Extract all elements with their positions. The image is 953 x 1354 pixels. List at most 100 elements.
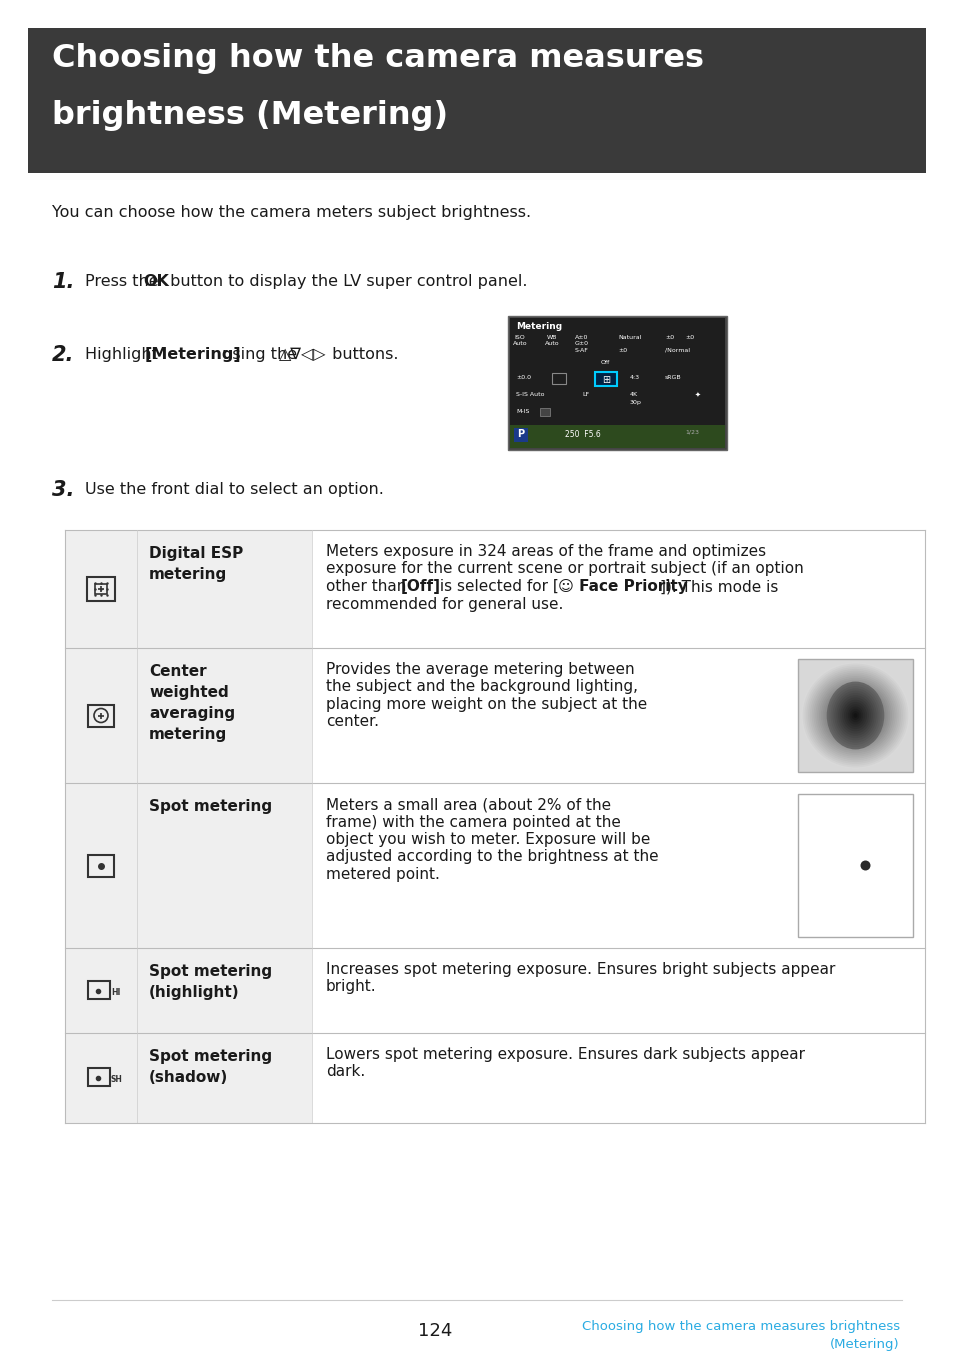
Text: Use the front dial to select an option.: Use the front dial to select an option.: [85, 482, 383, 497]
Text: frame) with the camera pointed at the: frame) with the camera pointed at the: [326, 815, 620, 830]
Text: Choosing how the camera measures: Choosing how the camera measures: [52, 43, 703, 74]
Text: [Metering]: [Metering]: [145, 347, 241, 362]
Text: Provides the average metering between: Provides the average metering between: [326, 662, 634, 677]
Bar: [65, 529, 312, 649]
Ellipse shape: [815, 676, 895, 756]
Bar: [88, 854, 113, 876]
Text: WB
Auto: WB Auto: [544, 334, 558, 345]
Text: S-AF: S-AF: [575, 348, 588, 353]
Text: using the: using the: [216, 347, 302, 362]
Ellipse shape: [821, 684, 887, 747]
Ellipse shape: [829, 691, 880, 741]
Text: is selected for [: is selected for [: [435, 580, 558, 594]
Bar: [312, 649, 924, 783]
Bar: [552, 372, 565, 385]
Ellipse shape: [817, 678, 893, 753]
Text: the subject and the background lighting,: the subject and the background lighting,: [326, 680, 638, 695]
Text: [Off]: [Off]: [400, 580, 440, 594]
Text: Press the: Press the: [85, 274, 164, 288]
Text: Choosing how the camera measures brightness
(Metering): Choosing how the camera measures brightn…: [581, 1320, 899, 1351]
Text: 4K: 4K: [629, 393, 638, 397]
Text: OK: OK: [143, 274, 169, 288]
Bar: [88, 980, 110, 998]
Ellipse shape: [826, 681, 883, 749]
Text: Meters a small area (about 2% of the: Meters a small area (about 2% of the: [326, 798, 611, 812]
Text: M-IS: M-IS: [516, 409, 529, 414]
Circle shape: [860, 861, 869, 871]
Bar: [797, 793, 912, 937]
Text: metered point.: metered point.: [326, 867, 439, 881]
Bar: [312, 1033, 924, 1122]
Text: brightness (Metering): brightness (Metering): [52, 100, 448, 131]
Ellipse shape: [833, 695, 877, 737]
Ellipse shape: [847, 707, 862, 724]
Text: 2.: 2.: [52, 345, 74, 366]
Ellipse shape: [827, 689, 882, 742]
Bar: [514, 428, 527, 441]
Text: Meters exposure in 324 areas of the frame and optimizes: Meters exposure in 324 areas of the fram…: [326, 544, 765, 559]
Text: Center
weighted
averaging
metering: Center weighted averaging metering: [149, 663, 234, 742]
Text: 1.: 1.: [52, 272, 74, 292]
Text: ☺ Face Priority: ☺ Face Priority: [558, 580, 687, 594]
Text: 124: 124: [417, 1322, 452, 1340]
Bar: [312, 783, 924, 948]
Ellipse shape: [823, 685, 885, 746]
Ellipse shape: [851, 711, 859, 720]
Text: Lowers spot metering exposure. Ensures dark subjects appear: Lowers spot metering exposure. Ensures d…: [326, 1047, 804, 1062]
Ellipse shape: [840, 697, 870, 734]
Text: 30p: 30p: [629, 399, 641, 405]
Text: ±0: ±0: [618, 348, 626, 353]
Text: recommended for general use.: recommended for general use.: [326, 597, 563, 612]
Text: ]). This mode is: ]). This mode is: [659, 580, 778, 594]
Ellipse shape: [851, 712, 859, 719]
Text: buttons.: buttons.: [327, 347, 398, 362]
Bar: [88, 704, 113, 727]
Ellipse shape: [847, 708, 862, 723]
Bar: [95, 584, 107, 594]
Text: 4:3: 4:3: [629, 375, 639, 380]
Ellipse shape: [828, 684, 882, 747]
Ellipse shape: [845, 704, 864, 727]
Ellipse shape: [835, 696, 875, 735]
Text: Spot metering: Spot metering: [149, 799, 272, 814]
Ellipse shape: [840, 701, 869, 730]
Text: bright.: bright.: [326, 979, 376, 994]
Ellipse shape: [801, 663, 907, 768]
Text: button to display the LV super control panel.: button to display the LV super control p…: [165, 274, 527, 288]
Bar: [510, 318, 724, 448]
Ellipse shape: [825, 686, 883, 745]
Bar: [507, 315, 726, 450]
Text: Metering: Metering: [516, 322, 561, 330]
Text: HI: HI: [111, 988, 120, 997]
Bar: [539, 408, 550, 416]
Bar: [87, 577, 115, 601]
Bar: [312, 529, 924, 649]
Bar: [88, 1068, 110, 1086]
Text: 1/23: 1/23: [684, 431, 699, 435]
Ellipse shape: [841, 700, 868, 731]
Text: Digital ESP
metering: Digital ESP metering: [149, 546, 243, 582]
Ellipse shape: [819, 680, 891, 751]
Ellipse shape: [809, 670, 900, 760]
Ellipse shape: [853, 714, 857, 718]
Ellipse shape: [800, 662, 909, 769]
Bar: [595, 372, 617, 386]
Ellipse shape: [813, 674, 897, 757]
Ellipse shape: [836, 693, 874, 738]
Ellipse shape: [807, 669, 902, 762]
Text: Natural: Natural: [618, 334, 640, 340]
Text: ⊞: ⊞: [601, 375, 609, 385]
Ellipse shape: [805, 668, 903, 764]
Text: placing more weight on the subject at the: placing more weight on the subject at th…: [326, 697, 646, 712]
Ellipse shape: [849, 709, 860, 720]
Bar: [65, 1033, 312, 1122]
Text: Highlight: Highlight: [85, 347, 163, 362]
Text: center.: center.: [326, 715, 378, 730]
Bar: [312, 948, 924, 1033]
Text: 3.: 3.: [52, 481, 74, 500]
Text: SH: SH: [111, 1075, 123, 1085]
Text: exposure for the current scene or portrait subject (if an option: exposure for the current scene or portra…: [326, 562, 803, 577]
Text: object you wish to meter. Exposure will be: object you wish to meter. Exposure will …: [326, 831, 650, 848]
Text: S-IS Auto: S-IS Auto: [516, 393, 544, 397]
Ellipse shape: [839, 700, 871, 731]
